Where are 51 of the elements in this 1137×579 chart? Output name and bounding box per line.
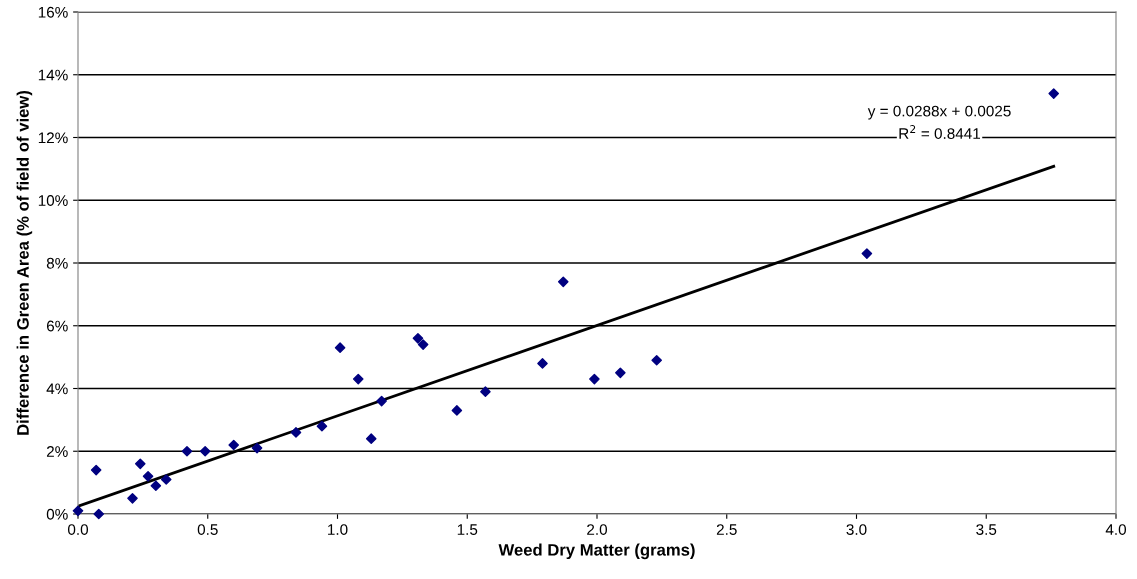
point xyxy=(127,493,138,504)
x-tick-label: 1.0 xyxy=(328,524,348,535)
x-tick-label: 0.5 xyxy=(197,524,218,535)
point xyxy=(150,480,162,492)
x-tick-label: 3.0 xyxy=(846,524,867,535)
point xyxy=(199,445,211,457)
x-tick-label: 2.0 xyxy=(587,524,608,535)
y-tick-label: 10% xyxy=(38,195,68,206)
point xyxy=(417,339,429,350)
point xyxy=(615,367,626,379)
point xyxy=(334,342,346,354)
point xyxy=(1048,88,1060,99)
point xyxy=(589,373,600,385)
y-tick-label: 8% xyxy=(46,257,68,269)
point xyxy=(251,442,263,454)
point xyxy=(376,395,387,407)
point xyxy=(480,386,491,397)
point xyxy=(557,276,569,288)
y-tick-label: 12% xyxy=(38,132,68,144)
annotation: R$^{2}$ = 0.8441 xyxy=(899,125,981,139)
point xyxy=(451,405,463,416)
point xyxy=(352,373,364,385)
y-tick-label: 0% xyxy=(46,508,68,520)
y-tick-label: 14% xyxy=(38,69,68,81)
point xyxy=(365,433,377,445)
x-tick-label: 0.0 xyxy=(67,524,89,535)
point xyxy=(93,508,105,520)
point xyxy=(160,474,172,485)
point xyxy=(228,439,240,451)
y-tick-label: 4% xyxy=(46,383,68,395)
annotation: y = 0.0288x + 0.0025 xyxy=(867,105,1011,120)
point xyxy=(72,505,84,517)
point xyxy=(861,248,873,259)
y-tick-label: 2% xyxy=(46,446,68,457)
point xyxy=(412,332,424,344)
y-tick-label: 16% xyxy=(38,6,68,18)
y-tick-label: 6% xyxy=(46,320,68,332)
x-tick-label: 2.5 xyxy=(716,524,737,535)
point xyxy=(651,354,662,366)
x-axis-title: Weed Dry Matter (grams) xyxy=(498,543,695,560)
point xyxy=(134,458,146,470)
point xyxy=(290,427,302,438)
point xyxy=(181,445,193,457)
x-tick-label: 4.0 xyxy=(1105,524,1127,535)
x-tick-label: 3.5 xyxy=(976,524,997,535)
point xyxy=(142,471,154,482)
point xyxy=(90,464,102,476)
point xyxy=(537,358,548,369)
x-tick-label: 1.5 xyxy=(457,524,478,535)
point xyxy=(316,420,328,432)
y-axis-title: Difference in Green Area (% of field of view) xyxy=(16,90,33,435)
